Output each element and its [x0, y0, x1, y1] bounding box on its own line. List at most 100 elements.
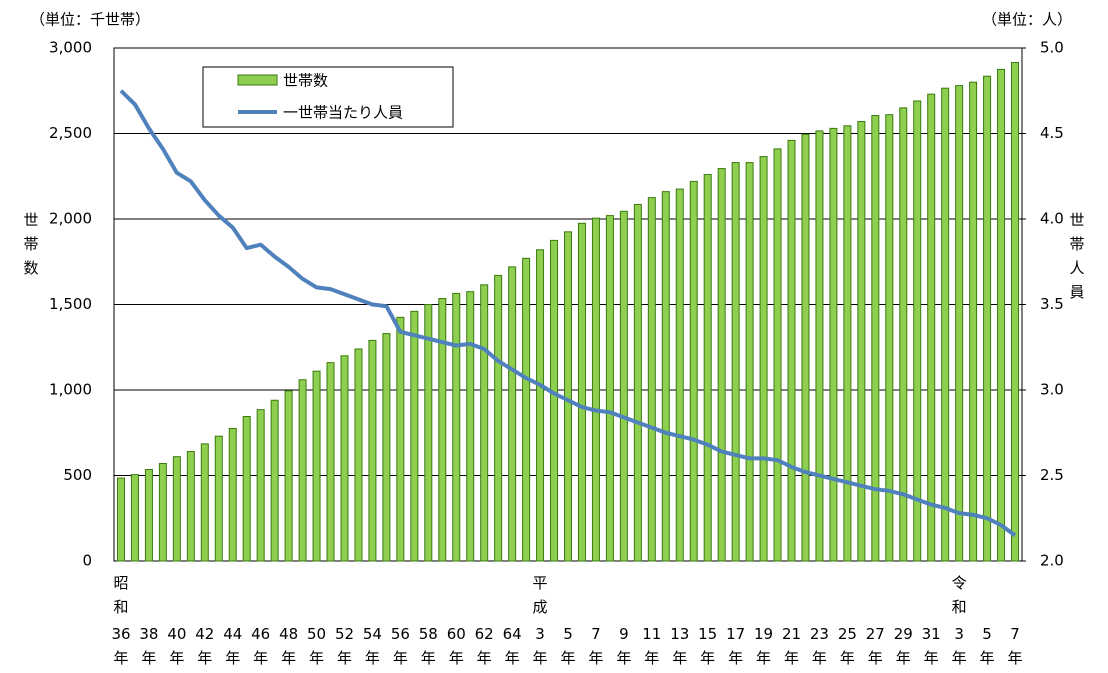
bar [228, 427, 237, 562]
bar [466, 291, 475, 562]
x-tick-label: 44年 [223, 625, 243, 667]
bar [787, 139, 796, 562]
bar [675, 188, 684, 562]
bar [494, 274, 503, 562]
y2-tick-label: 2.5 [1040, 466, 1064, 484]
bar [452, 292, 461, 562]
bar [899, 107, 908, 562]
x-tick-label: 7年 [588, 625, 604, 667]
bar [144, 469, 153, 562]
x-tick-label: 23年 [809, 625, 829, 667]
bar [186, 451, 195, 562]
y2-tick-label: 5.0 [1040, 39, 1064, 57]
bar [410, 310, 419, 562]
bar [759, 156, 768, 562]
legend-label: 世帯数 [283, 72, 328, 90]
bar [773, 148, 782, 562]
x-tick-label: 52年 [334, 625, 355, 667]
bar [438, 298, 447, 562]
bar [382, 333, 391, 562]
y2-tick-label: 3.5 [1040, 295, 1064, 313]
x-tick-label: 36年 [111, 625, 131, 667]
bar [200, 443, 209, 562]
bar [661, 191, 670, 562]
bar [424, 304, 433, 562]
bar [885, 114, 894, 562]
bar [284, 390, 293, 562]
bar [689, 180, 698, 562]
x-tick-label: 54年 [362, 625, 382, 667]
bar [536, 249, 545, 562]
y-tick-label: 3,000 [49, 39, 92, 57]
unit-right: （単位：人） [982, 11, 1072, 29]
x-tick-label: 15年 [698, 625, 718, 667]
x-tick-label: 62年 [474, 625, 494, 667]
bar [270, 399, 279, 562]
bar [368, 339, 377, 562]
bar [829, 127, 838, 562]
bar [158, 463, 167, 562]
bar [745, 162, 754, 562]
legend-label: 一世帯当たり人員 [283, 104, 403, 122]
x-tick-label: 50年 [307, 625, 327, 667]
bar [857, 121, 866, 562]
bar [396, 316, 405, 562]
era-label: 令和 [951, 574, 967, 616]
bar [647, 197, 656, 562]
bar [550, 239, 559, 562]
y-axis-title: 世帯数 [23, 211, 39, 277]
bar [605, 215, 614, 562]
x-tick-label: 27年 [865, 625, 885, 667]
bar [1011, 62, 1020, 562]
bar [354, 348, 363, 562]
legend-bar-icon [237, 74, 278, 86]
bar [941, 87, 950, 562]
y-tick-label: 1,000 [49, 381, 92, 399]
bar [242, 416, 251, 562]
x-tick-label: 29年 [893, 625, 913, 667]
y-tick-label: 2,500 [49, 124, 92, 142]
x-tick-label: 5年 [979, 625, 995, 667]
bar [130, 474, 139, 562]
x-tick-label: 3年 [951, 625, 967, 667]
x-tick-label: 17年 [726, 625, 746, 667]
bar [214, 435, 223, 562]
bar [508, 266, 517, 562]
era-label: 平成 [532, 574, 548, 616]
bar [927, 93, 936, 562]
bar [577, 222, 586, 562]
bar [871, 115, 880, 562]
x-tick-label: 48年 [279, 625, 299, 667]
bar [913, 100, 922, 562]
x-tick-label: 46年 [251, 625, 271, 667]
y2-tick-label: 4.0 [1040, 210, 1064, 228]
y-tick-label: 0 [82, 552, 92, 570]
unit-left: （単位：千世帯） [30, 11, 150, 29]
bar [633, 203, 642, 562]
bar [801, 133, 810, 562]
x-tick-label: 60年 [446, 625, 466, 667]
bar [340, 355, 349, 562]
y-tick-label: 500 [63, 466, 92, 484]
bar [983, 75, 992, 562]
era-label: 昭和 [113, 574, 129, 616]
bar [298, 379, 307, 562]
y2-tick-label: 3.0 [1040, 381, 1064, 399]
y2-tick-label: 4.5 [1040, 124, 1064, 142]
x-tick-label: 56年 [390, 625, 410, 667]
x-tick-label: 19年 [754, 625, 774, 667]
x-tick-label: 38年 [139, 625, 159, 667]
x-tick-label: 64年 [502, 625, 522, 667]
y-tick-label: 1,500 [49, 295, 92, 313]
bar [619, 210, 628, 562]
bar [326, 362, 335, 562]
bar [815, 130, 824, 562]
x-tick-label: 13年 [670, 625, 690, 667]
bar [480, 284, 489, 562]
bar [522, 257, 531, 562]
bar [969, 81, 978, 562]
bar [955, 85, 964, 562]
bar [591, 217, 600, 562]
